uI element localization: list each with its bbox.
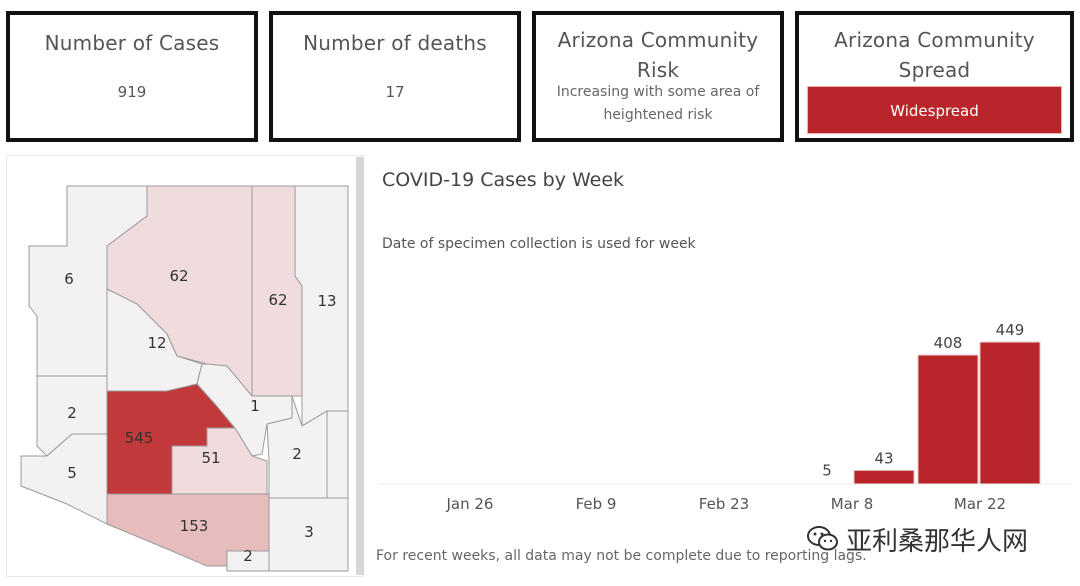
community-spread-card: Arizona Community Spread Widespread (795, 11, 1074, 142)
county-label-pima: 153 (180, 517, 209, 535)
bar-mar-29[interactable] (979, 341, 1041, 485)
x-tick-mar-8: Mar 8 (831, 495, 874, 513)
deaths-title: Number of deaths (303, 31, 487, 55)
bar-label-mar-15: 43 (874, 449, 893, 467)
chart-subtitle: Date of specimen collection is used for … (382, 236, 696, 252)
county-label-pinal: 51 (201, 449, 220, 467)
watermark: 亚利桑那华人网 (806, 522, 1029, 557)
wechat-icon (807, 526, 838, 551)
x-tick-jan-26: Jan 26 (446, 495, 494, 513)
county-yuma[interactable] (20, 433, 108, 525)
cases-value: 919 (117, 83, 147, 101)
community-risk-title: Arizona Community Risk (557, 28, 759, 82)
bar-label-mar-29: 449 (996, 321, 1025, 339)
bar-label-mar-22: 408 (934, 334, 963, 352)
chart-title: COVID-19 Cases by Week (382, 169, 625, 191)
x-tick-feb-9: Feb 9 (576, 495, 617, 513)
arizona-county-map: 6 62 62 13 12 2 545 1 51 5 2 153 2 3 (20, 185, 349, 572)
x-tick-mar-22: Mar 22 (954, 495, 1006, 513)
watermark-text: 亚利桑那华人网 (846, 526, 1029, 557)
county-map-panel: 6 62 62 13 12 2 545 1 51 5 2 153 2 3 (6, 155, 364, 577)
map-scrollbar[interactable] (356, 157, 364, 575)
county-label-apache: 13 (317, 292, 336, 310)
bar-label-mar-8: 5 (822, 461, 832, 479)
chart-footnote: For recent weeks, all data may not be co… (376, 548, 867, 564)
community-spread-title: Arizona Community Spread (834, 28, 1035, 82)
deaths-value: 17 (385, 83, 405, 101)
county-label-la-paz: 2 (67, 404, 77, 422)
county-label-mohave: 6 (64, 270, 74, 288)
community-spread-status: Widespread (807, 86, 1062, 134)
county-label-graham: 2 (292, 445, 302, 463)
county-cochise[interactable] (268, 497, 349, 572)
county-label-gila: 1 (250, 397, 260, 415)
bar-mar-15[interactable] (853, 469, 915, 485)
county-label-cochise: 3 (304, 523, 314, 541)
county-label-yuma: 5 (67, 464, 77, 482)
county-label-maricopa: 545 (125, 429, 154, 447)
county-label-coconino: 62 (169, 267, 188, 285)
community-risk-card: Arizona Community Risk Increasing with s… (532, 11, 784, 142)
county-label-yavapai: 12 (147, 334, 166, 352)
county-label-santa-cruz: 2 (243, 547, 253, 565)
county-label-navajo: 62 (268, 291, 287, 309)
county-greenlee[interactable] (326, 410, 349, 499)
cases-by-week-chart-panel: COVID-19 Cases by Week Date of specimen … (372, 155, 1076, 580)
deaths-card: Number of deaths 17 (269, 11, 521, 142)
x-tick-feb-23: Feb 23 (699, 495, 749, 513)
cases-by-week-chart: 5 43 408 449 Jan 26 Feb 9 Feb 23 Mar 8 Mar 22 (377, 321, 1072, 513)
bar-mar-22[interactable] (917, 354, 979, 485)
community-risk-description: Increasing with some area of heightened … (556, 84, 760, 123)
cases-title: Number of Cases (44, 31, 220, 55)
cases-card: Number of Cases 919 (6, 11, 258, 142)
